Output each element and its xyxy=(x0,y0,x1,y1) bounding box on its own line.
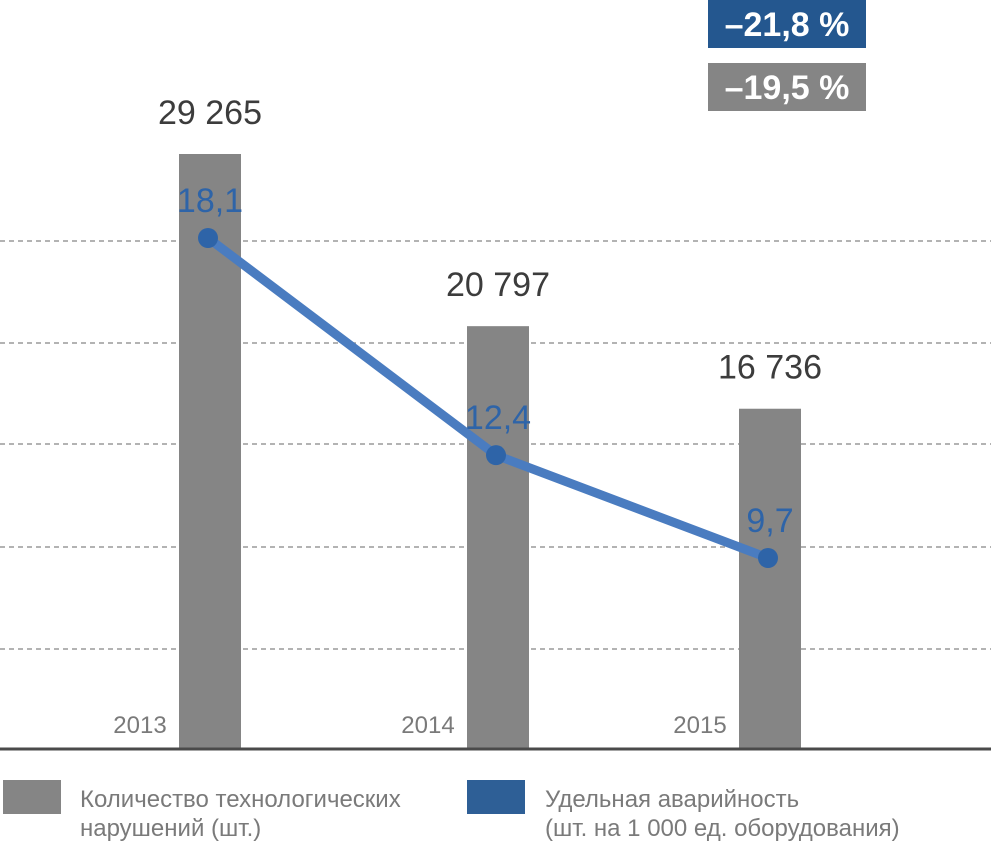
bar-value-label: 16 736 xyxy=(718,349,822,387)
legend-swatch-violations xyxy=(3,780,61,814)
change-badges: –21,8 % –19,5 % xyxy=(708,0,866,111)
bar-2014 xyxy=(467,326,529,749)
line-value-label: 18,1 xyxy=(177,182,243,220)
change-badge-bg xyxy=(708,63,866,111)
legend-label-accident-rate: Удельная аварийность (шт. на 1 000 ед. о… xyxy=(545,786,900,842)
legend-label-violations: Количество технологических нарушений (шт… xyxy=(80,786,401,842)
line-point-2015 xyxy=(758,548,778,568)
line-value-label: 12,4 xyxy=(465,399,531,437)
change-badge-bg xyxy=(708,0,866,48)
change-badge-text: –19,5 % xyxy=(725,69,850,107)
bar-value-labels: 29 265 20 797 16 736 xyxy=(158,94,822,387)
line-point-2014 xyxy=(486,445,506,466)
category-label: 2015 xyxy=(673,712,726,739)
bar-value-label: 20 797 xyxy=(446,266,550,304)
change-badge-text: –21,8 % xyxy=(725,6,850,44)
legend-swatch-accident-rate xyxy=(467,780,525,814)
category-label: 2014 xyxy=(401,712,454,739)
bar-2015 xyxy=(739,408,801,749)
category-labels: 2013 2014 2015 xyxy=(113,712,726,739)
line-series: 18,1 12,4 9,7 xyxy=(177,182,794,568)
category-label: 2013 xyxy=(113,712,166,739)
line-point-2013 xyxy=(198,228,218,248)
line-value-label: 9,7 xyxy=(746,502,793,540)
bar-value-label: 29 265 xyxy=(158,94,262,132)
